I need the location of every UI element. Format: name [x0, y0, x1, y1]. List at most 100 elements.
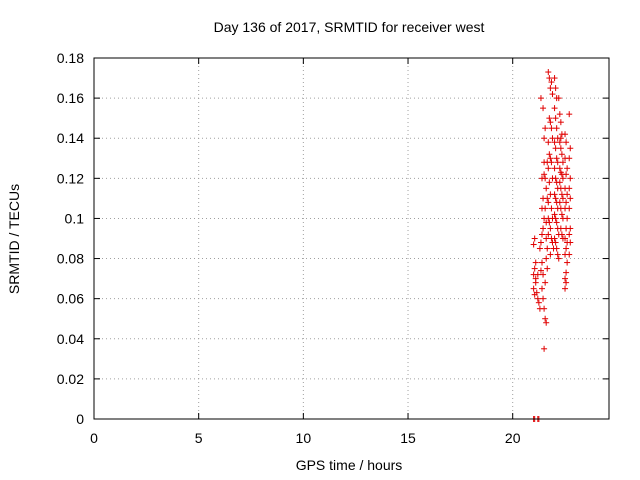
data-point-marker: [530, 285, 537, 292]
y-tick-label: 0.02: [57, 371, 84, 387]
data-point-marker: [555, 95, 562, 102]
data-point-marker: [557, 225, 564, 232]
data-point-marker: [548, 125, 555, 132]
data-point-marker: [530, 241, 537, 248]
data-point-marker: [556, 165, 563, 172]
data-point-marker: [540, 271, 547, 278]
data-point-marker: [543, 319, 550, 326]
data-point-marker: [558, 191, 565, 198]
data-point-marker: [563, 171, 570, 178]
data-point-marker: [562, 235, 569, 242]
data-point-marker: [553, 219, 560, 226]
data-point-marker: [553, 245, 560, 252]
y-tick-label: 0.12: [57, 170, 84, 186]
data-point-marker: [552, 215, 559, 222]
data-point-marker: [567, 225, 574, 232]
data-point-marker: [564, 215, 571, 222]
data-point-marker: [531, 265, 538, 272]
data-point-marker: [564, 165, 571, 172]
data-point-marker: [547, 119, 554, 126]
data-point-marker: [544, 195, 551, 202]
y-tick-label: 0.16: [57, 90, 84, 106]
data-point-marker: [551, 191, 558, 198]
data-point-marker: [542, 175, 549, 182]
data-point-marker: [552, 115, 559, 122]
data-point-marker: [542, 279, 549, 286]
data-point-marker: [546, 75, 553, 82]
data-point-marker: [566, 205, 573, 212]
data-point-marker: [544, 245, 551, 252]
data-point-marker: [541, 135, 548, 142]
data-point-marker: [540, 295, 547, 302]
y-tick-label: 0.08: [57, 251, 84, 267]
data-point-marker: [535, 299, 542, 306]
y-tick-label: 0: [76, 411, 84, 427]
data-point-marker: [546, 179, 553, 186]
data-point-marker: [546, 151, 553, 158]
data-point-marker: [534, 271, 541, 278]
data-point-marker: [545, 215, 552, 222]
data-point-marker: [558, 151, 565, 158]
data-point-marker: [556, 199, 563, 206]
data-point-marker: [553, 125, 560, 132]
data-point-marker: [566, 111, 573, 118]
data-point-marker: [559, 175, 566, 182]
data-point-marker: [552, 239, 559, 246]
data-point-marker: [559, 159, 566, 166]
data-point-marker: [557, 145, 564, 152]
data-point-marker: [547, 225, 554, 232]
grid: [94, 58, 609, 419]
data-point-marker: [563, 279, 570, 286]
y-axis-label: SRMTID / TECUs: [6, 184, 22, 294]
data-point-marker: [539, 231, 546, 238]
data-point-marker: [545, 69, 552, 76]
x-tick-label: 20: [505, 430, 521, 446]
data-point-marker: [541, 345, 548, 352]
x-tick-label: 15: [400, 430, 416, 446]
data-point-marker: [532, 275, 539, 282]
data-point-marker: [558, 211, 565, 218]
data-point-marker: [564, 191, 571, 198]
data-point-marker: [537, 267, 544, 274]
data-point-marker: [557, 135, 564, 142]
data-point-marker: [551, 75, 558, 82]
data-point-marker: [532, 259, 539, 266]
data-point-marker: [547, 155, 554, 162]
data-point-marker: [552, 145, 559, 152]
data-point-marker: [554, 251, 561, 258]
data-point-marker: [556, 179, 563, 186]
data-point-marker: [552, 195, 559, 202]
data-point-marker: [563, 139, 570, 146]
data-point-marker: [537, 95, 544, 102]
data-point-marker: [552, 175, 559, 182]
data-point-marker: [541, 171, 548, 178]
y-tick-label: 0.1: [65, 210, 85, 226]
data-point-marker: [544, 159, 551, 166]
chart-title: Day 136 of 2017, SRMTID for receiver wes…: [214, 19, 485, 35]
data-point-marker: [551, 105, 558, 112]
data-point-marker: [566, 231, 573, 238]
data-point-marker: [542, 205, 549, 212]
data-point-marker: [548, 205, 555, 212]
data-point-marker: [531, 235, 538, 242]
data-point-marker: [544, 265, 551, 272]
data-point-marker: [567, 195, 574, 202]
data-point-marker: [531, 291, 538, 298]
data-point-marker: [551, 139, 558, 146]
data-point-marker: [539, 259, 546, 266]
data-point-marker: [556, 111, 563, 118]
data-point-marker: [545, 165, 552, 172]
data-point-marker: [566, 155, 573, 162]
data-point-marker: [540, 105, 547, 112]
data-point-marker: [537, 239, 544, 246]
data-point-marker: [545, 139, 552, 146]
x-tick-label: 10: [296, 430, 312, 446]
x-tick-label: 0: [90, 430, 98, 446]
data-point-marker: [536, 245, 543, 252]
data-point-marker: [547, 85, 554, 92]
data-point-marker: [545, 199, 552, 206]
y-tick-label: 0.14: [57, 130, 84, 146]
y-tick-label: 0.04: [57, 331, 84, 347]
data-point-marker: [549, 91, 556, 98]
